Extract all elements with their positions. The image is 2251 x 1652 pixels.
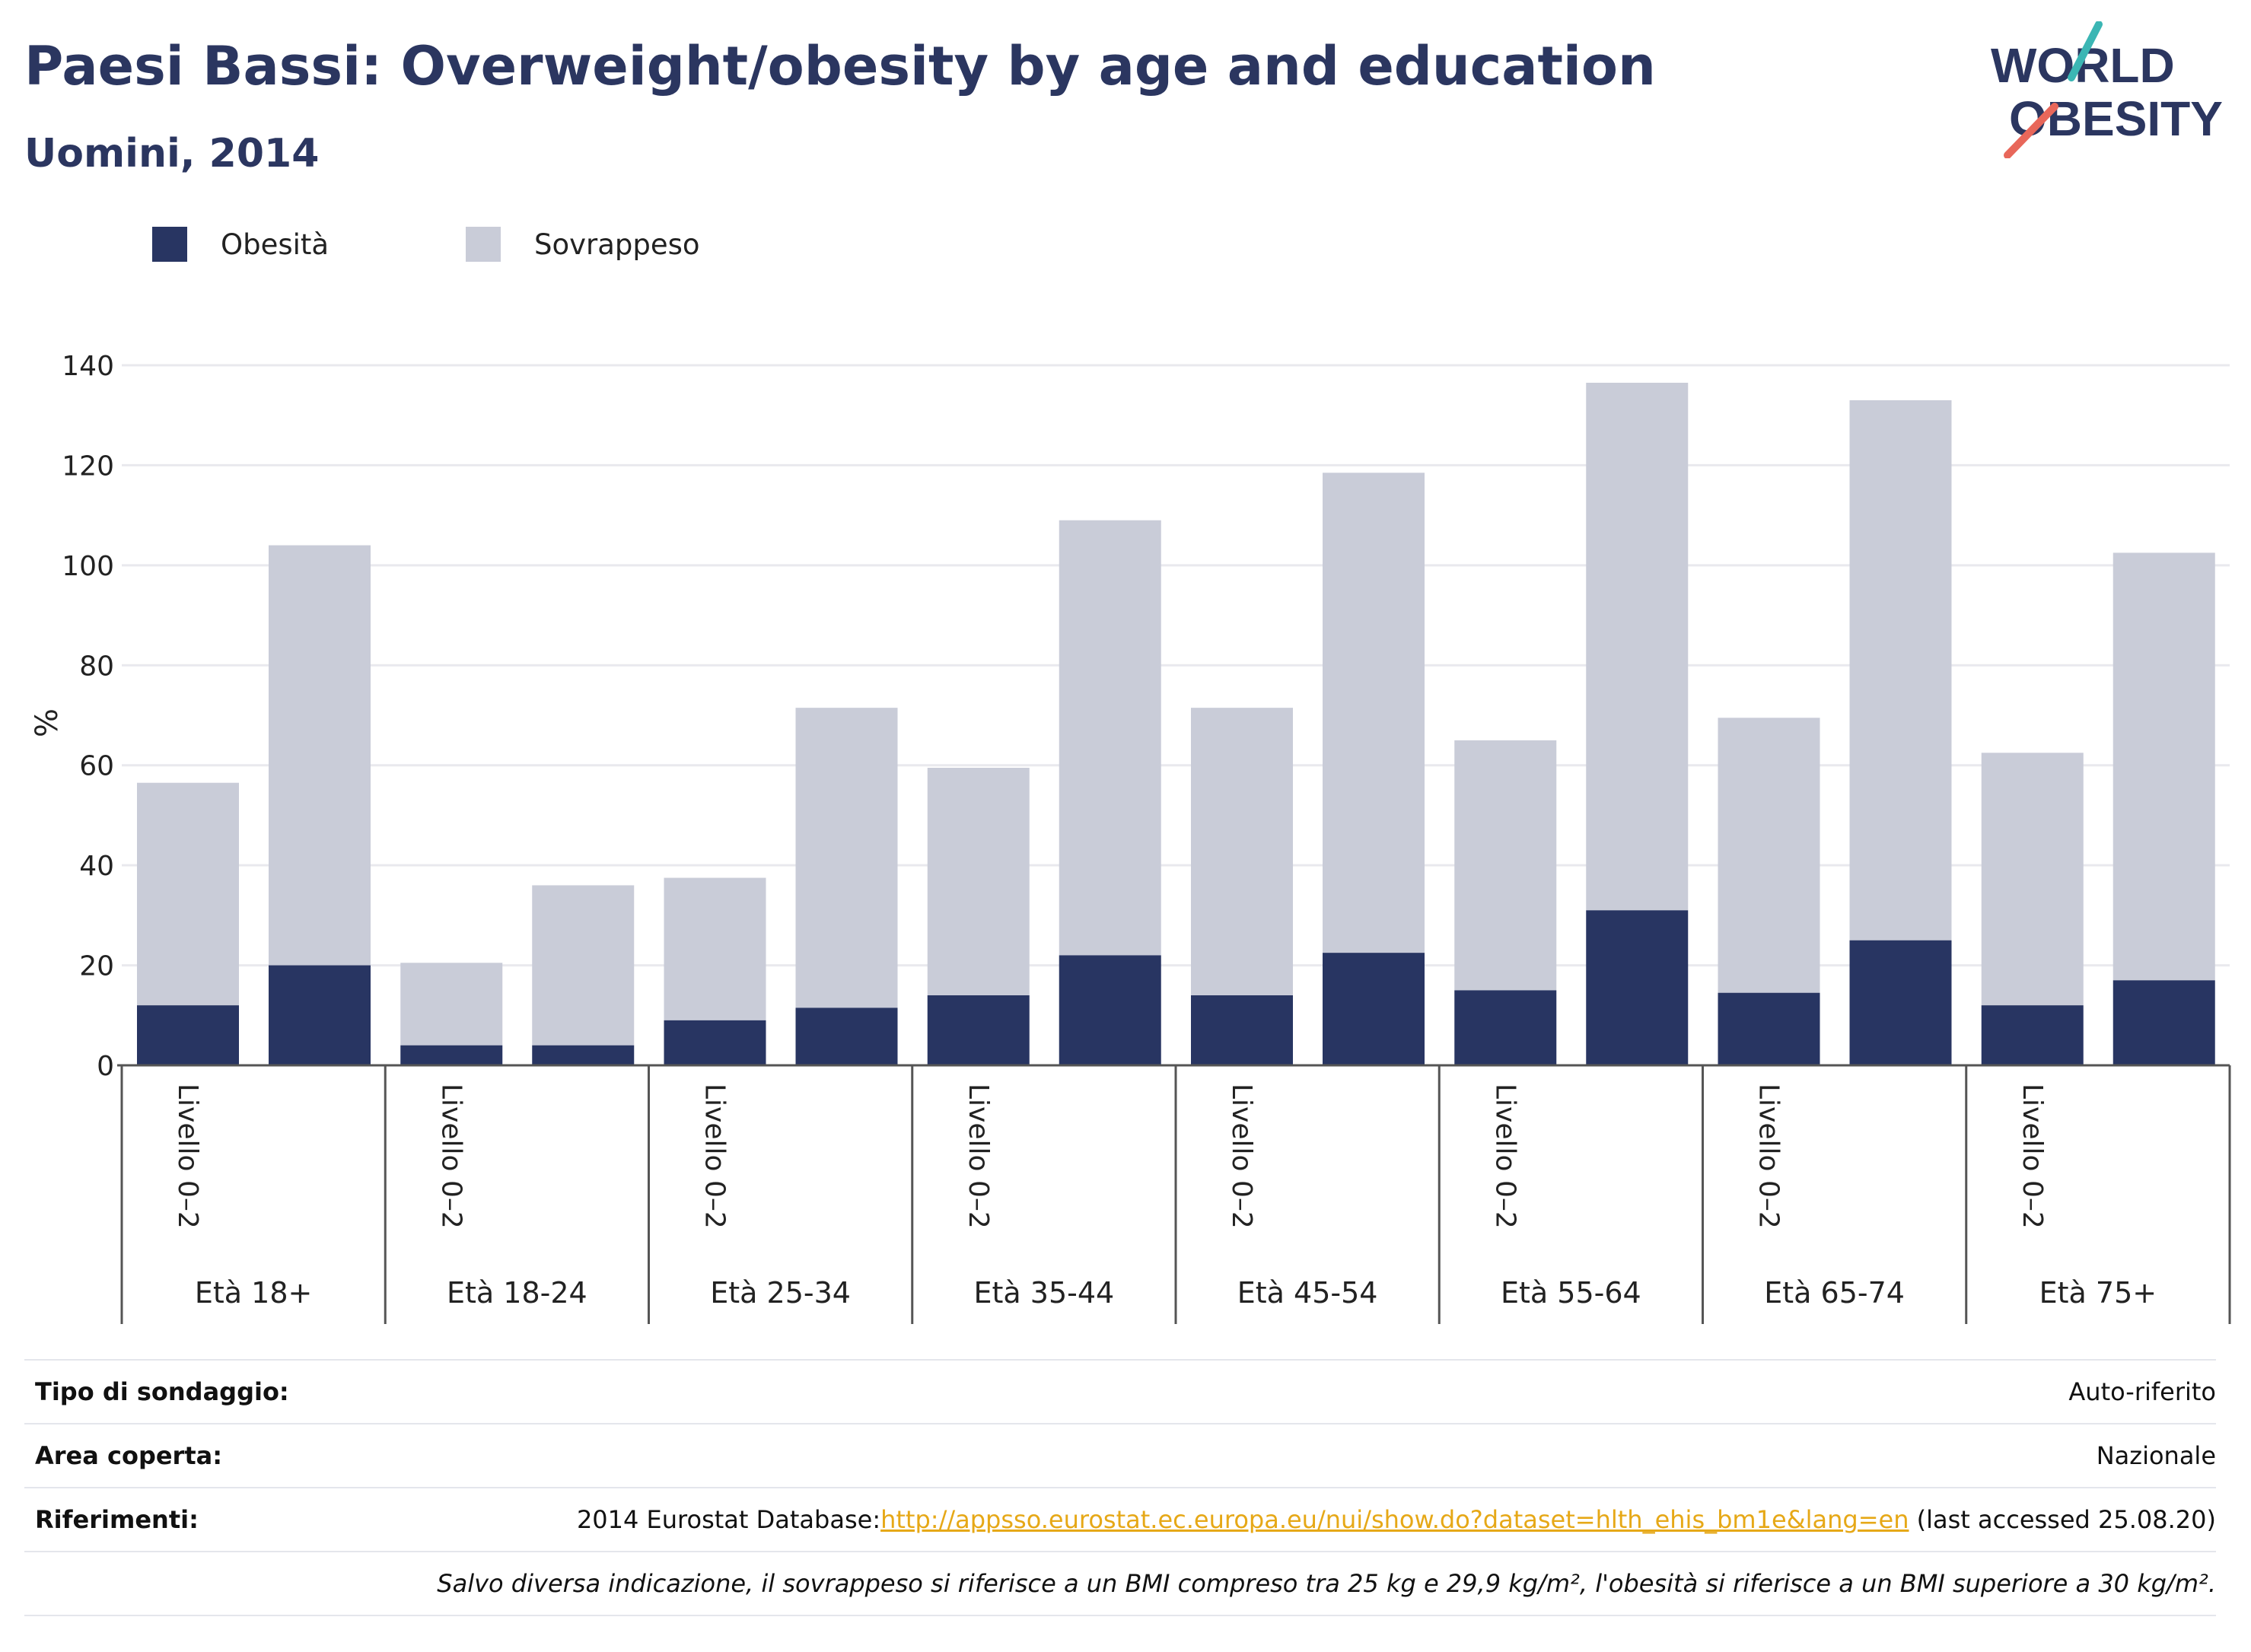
group-label-6: Età 65-74 [1764, 1276, 1905, 1310]
bar-overweight-10 [1454, 740, 1557, 991]
bar-overweight-4 [664, 877, 766, 1020]
bar-obesity-2 [400, 1045, 503, 1065]
legend-swatch-overweight [466, 227, 501, 262]
world-obesity-logo: WORLD OBESITY [1991, 21, 2223, 158]
group-label-0: Età 18+ [195, 1276, 312, 1310]
references-suffix: (last accessed 25.08.20) [1909, 1505, 2216, 1534]
info-table: Tipo di sondaggio: Auto-riferito Area co… [24, 1359, 2216, 1616]
bar-obesity-12 [1718, 992, 1820, 1065]
logo-accent-coral [2004, 103, 2058, 158]
bar-overweight-12 [1718, 718, 1820, 993]
y-tick-label-120: 120 [62, 450, 114, 482]
group-label-1: Età 18-24 [447, 1276, 587, 1310]
bar-overweight-6 [927, 768, 1030, 995]
references-prefix: 2014 Eurostat Database: [576, 1505, 881, 1534]
info-row-note: Salvo diversa indicazione, il sovrappeso… [24, 1551, 2216, 1616]
group-label-3: Età 35-44 [974, 1276, 1115, 1310]
legend-swatch-obesity [152, 227, 187, 262]
y-tick-label-0: 0 [97, 1051, 114, 1082]
bar-overweight-15 [2113, 552, 2215, 981]
bar-overweight-0 [137, 782, 239, 1006]
group-label-2: Età 25-34 [710, 1276, 851, 1310]
bar-obesity-8 [1191, 995, 1293, 1065]
y-axis-label: % [30, 708, 65, 737]
category-label-4: Livello 0–2 [699, 1084, 731, 1229]
category-label-12: Livello 0–2 [1753, 1084, 1785, 1229]
y-tick-label-20: 20 [79, 951, 114, 982]
group-label-7: Età 75+ [2039, 1276, 2157, 1310]
legend-label-overweight: Sovrappeso [534, 228, 700, 261]
bar-obesity-15 [2113, 980, 2215, 1065]
category-label-14: Livello 0–2 [2017, 1084, 2048, 1229]
y-tick-label-40: 40 [79, 851, 114, 882]
y-tick-label-60: 60 [79, 751, 114, 782]
logo-line1: WORLD [1991, 38, 2175, 93]
category-label-0: Livello 0–2 [172, 1084, 203, 1229]
category-label-6: Livello 0–2 [963, 1084, 994, 1229]
survey-type-label: Tipo di sondaggio: [35, 1377, 289, 1406]
bar-obesity-7 [1059, 955, 1161, 1065]
bar-obesity-9 [1323, 953, 1425, 1065]
bar-overweight-14 [1981, 753, 2084, 1006]
references-label: Riferimenti: [35, 1505, 199, 1534]
bar-obesity-0 [137, 1005, 239, 1065]
bar-obesity-10 [1454, 990, 1557, 1065]
bar-obesity-13 [1849, 940, 1952, 1065]
bar-obesity-1 [269, 965, 371, 1065]
bar-overweight-9 [1323, 473, 1425, 953]
y-tick-label-80: 80 [79, 651, 114, 682]
category-label-2: Livello 0–2 [435, 1084, 466, 1229]
bar-overweight-2 [400, 963, 503, 1046]
y-tick-label-140: 140 [62, 351, 114, 382]
category-label-10: Livello 0–2 [1489, 1084, 1520, 1229]
area-value: Nazionale [2096, 1441, 2216, 1470]
bar-overweight-8 [1191, 708, 1293, 995]
bar-overweight-1 [269, 545, 371, 966]
bar-overweight-11 [1586, 383, 1689, 911]
stacked-bar-chart: 0 20 40 60 80 100 120 140% Livello 0–2 Età 18+ Liv… [30, 351, 2231, 1324]
bar-obesity-11 [1586, 910, 1689, 1065]
group-label-4: Età 45-54 [1237, 1276, 1378, 1310]
bar-obesity-5 [795, 1007, 898, 1065]
info-row-survey-type: Tipo di sondaggio: Auto-riferito [24, 1359, 2216, 1423]
bar-overweight-7 [1059, 520, 1161, 956]
logo-accent-teal [2068, 21, 2103, 81]
references-value: 2014 Eurostat Database:http://appsso.eur… [577, 1505, 2216, 1534]
bar-overweight-5 [795, 708, 898, 1008]
bar-overweight-13 [1849, 400, 1952, 941]
chart-subtitle: Uomini, 2014 [24, 131, 320, 177]
bar-obesity-14 [1981, 1005, 2084, 1065]
bar-obesity-4 [664, 1020, 766, 1065]
group-label-5: Età 55-64 [1501, 1276, 1641, 1310]
info-row-references: Riferimenti: 2014 Eurostat Database:http… [24, 1487, 2216, 1551]
survey-type-value: Auto-riferito [2068, 1377, 2216, 1406]
bar-overweight-3 [532, 885, 635, 1046]
chart-title: Paesi Bassi: Overweight/obesity by age a… [24, 35, 1656, 97]
info-row-area: Area coperta: Nazionale [24, 1423, 2216, 1487]
y-tick-label-100: 100 [62, 551, 114, 582]
category-label-8: Livello 0–2 [1226, 1084, 1257, 1229]
references-link[interactable]: http://appsso.eurostat.ec.europa.eu/nui/… [880, 1505, 1909, 1534]
bar-obesity-3 [532, 1045, 635, 1065]
area-label: Area coperta: [35, 1441, 223, 1470]
bar-obesity-6 [927, 995, 1030, 1065]
definition-note: Salvo diversa indicazione, il sovrappeso… [437, 1569, 2216, 1598]
legend-label-obesity: Obesità [221, 228, 330, 261]
